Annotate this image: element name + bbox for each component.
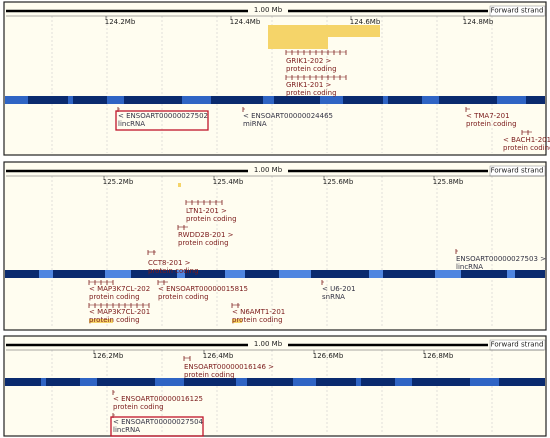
gene-name: < BACH1-201 (503, 136, 550, 144)
scale-bg (248, 340, 288, 350)
gene-biotype: protein coding (158, 293, 209, 301)
contig-segment (293, 378, 316, 386)
gene-name: < U6-201 (322, 285, 356, 293)
strand-label: Forward strand (491, 340, 544, 348)
gene-highlight (89, 319, 113, 323)
contig-segment (356, 378, 361, 386)
gene-biotype: protein coding (503, 144, 550, 152)
gene-name: LTN1-201 > (186, 207, 227, 215)
gene-biotype: miRNA (243, 120, 267, 128)
tick-label: 124.4Mb (230, 18, 261, 26)
gene-name: < N6AMT1-201 (232, 308, 285, 316)
tick-label: 126.4Mb (203, 352, 234, 360)
tick-label: 124.2Mb (105, 18, 136, 26)
gene-biotype: lincRNA (113, 426, 140, 434)
gene-biotype: protein coding (466, 120, 517, 128)
strand-label: Forward strand (491, 6, 544, 14)
scale-bg (248, 166, 288, 176)
contig-segment (155, 378, 184, 386)
contig-segment (41, 378, 46, 386)
contig-segment (263, 96, 274, 104)
gene-highlight (268, 25, 380, 37)
contig-segment (470, 378, 499, 386)
contig-segment (107, 96, 124, 104)
tick-label: 126.6Mb (313, 352, 344, 360)
gene-name: ENSOART00000027503 > (456, 255, 546, 263)
selected-box (115, 110, 209, 131)
contig-segment (236, 378, 247, 386)
gene-biotype: protein coding (286, 89, 337, 97)
tick-label: 125.2Mb (103, 178, 134, 186)
contig-segment (395, 378, 412, 386)
contig-segment (320, 96, 343, 104)
gene-name: GRIK1-202 > (286, 57, 332, 65)
strand-label: Forward strand (491, 166, 544, 174)
gene-biotype: protein coding (286, 65, 337, 73)
gene-name: ENSOART00000016146 > (184, 363, 274, 371)
scale-label: 1.00 Mb (254, 340, 283, 348)
tick-label: 125.4Mb (213, 178, 244, 186)
contig-segment (279, 270, 311, 278)
gene-name: < ENSOART00000027504 (113, 418, 204, 426)
contig-segment (68, 96, 73, 104)
tick-label: 125.8Mb (433, 178, 464, 186)
gene-name: RWDD2B-201 > (178, 231, 234, 239)
tick-label: 124.8Mb (463, 18, 494, 26)
contig-segment (369, 270, 383, 278)
gene-highlight (268, 37, 328, 49)
gene-biotype: protein coding (148, 267, 199, 275)
gene-name: < ENSOART00000027502 (118, 112, 208, 120)
gene-biotype: protein coding (232, 316, 283, 324)
contig-segment (80, 378, 97, 386)
panel-frame (3, 161, 547, 331)
gene-highlight (232, 319, 242, 323)
contig-segment (177, 270, 185, 278)
scale-label: 1.00 Mb (254, 6, 283, 14)
gene-biotype: lincRNA (456, 263, 483, 271)
gene-name: < MAP3K7CL-202 (89, 285, 150, 293)
contig-segment (182, 96, 211, 104)
gene-biotype: snRNA (322, 293, 345, 301)
contig-segment (435, 270, 461, 278)
contig-segment (507, 270, 515, 278)
contig-segment (5, 96, 28, 104)
gene-biotype: protein coding (89, 293, 140, 301)
tick-label: 126.2Mb (93, 352, 124, 360)
contig-segment (225, 270, 245, 278)
scale-label: 1.00 Mb (254, 166, 283, 174)
tick-label: 124.6Mb (350, 18, 381, 26)
panel: 1.00 Mb Forward strand 126.2Mb 126.4Mb 126.6… (3, 335, 547, 437)
tick-label: 126.8Mb (423, 352, 454, 360)
gene-name: GRIK1-201 > (286, 81, 332, 89)
gene-name: < ENSOART00000024465 (243, 112, 333, 120)
gene-name: < MAP3K7CL-201 (89, 308, 150, 316)
gene-name: CCT8-201 > (148, 259, 191, 267)
gene-name: < ENSOART00000015815 (158, 285, 248, 293)
contig-segment (422, 96, 439, 104)
gene-biotype: protein coding (186, 215, 237, 223)
contig-segment (39, 270, 53, 278)
gene-name: < ENSOART00000016125 (113, 395, 203, 403)
contig-bar (5, 270, 545, 278)
gene-biotype: protein coding (178, 239, 229, 247)
contig-bar (5, 378, 545, 386)
gene-name: < TMA7-201 (466, 112, 510, 120)
scale-bg (248, 6, 288, 16)
contig-bar (5, 96, 545, 104)
panel: 1.00 Mb Forward strand 124.2Mb 124.4Mb 124.6… (3, 1, 550, 156)
selected-box (110, 416, 204, 437)
contig-segment (497, 96, 526, 104)
gene-biotype: protein coding (113, 403, 164, 411)
contig-segment (105, 270, 131, 278)
contig-segment (383, 96, 388, 104)
gene-biotype: lincRNA (118, 120, 145, 128)
gene-biotype: protein coding (89, 316, 140, 324)
gene-biotype: protein coding (184, 371, 235, 379)
gene-highlight (178, 183, 181, 187)
panel: 1.00 Mb Forward strand 125.2Mb 125.4Mb 125.6… (3, 161, 547, 331)
tick-label: 125.6Mb (323, 178, 354, 186)
